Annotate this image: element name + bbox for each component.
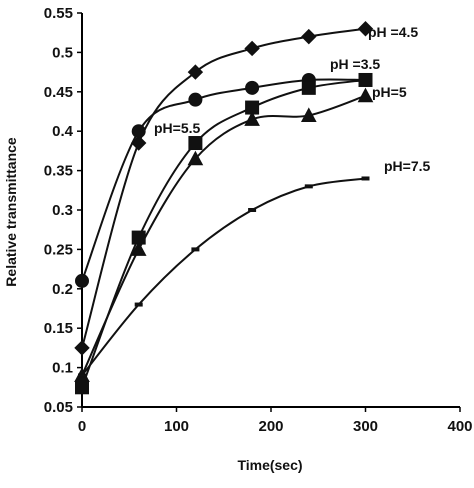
y-tick-label: 0.5 xyxy=(52,44,73,61)
x-axis-label: Time(sec) xyxy=(237,457,302,473)
y-tick-label: 0.05 xyxy=(44,399,73,416)
data-point xyxy=(75,380,89,395)
series-label: pH=5 xyxy=(372,84,407,100)
y-axis-label: Relative transmittance xyxy=(3,137,19,287)
data-point xyxy=(358,72,373,87)
series-line xyxy=(81,94,366,376)
series-label: pH =4.5 xyxy=(368,24,418,40)
data-point xyxy=(187,150,204,166)
series-ph-3-5 xyxy=(75,72,373,288)
data-point xyxy=(300,107,317,122)
series-label: pH =3.5 xyxy=(330,56,380,72)
y-tick-label: 0.3 xyxy=(52,202,73,219)
series-label: pH=5.5 xyxy=(154,120,201,136)
data-point xyxy=(130,241,147,256)
data-point xyxy=(188,136,203,151)
axes: 0.05 0.1 0.15 0.2 0.25 0.3 0.35 0.4 0.45 0.5 0.55 0… xyxy=(44,5,473,435)
y-tick-label: 0.1 xyxy=(52,360,73,377)
data-point xyxy=(248,208,257,212)
x-tick-label: 0 xyxy=(78,418,86,435)
y-tick-label: 0.45 xyxy=(44,84,73,101)
data-point xyxy=(75,273,89,288)
data-point xyxy=(357,21,374,37)
data-point xyxy=(188,92,203,107)
x-tick-label: 200 xyxy=(258,418,283,435)
x-tick-label: 100 xyxy=(164,418,189,435)
data-point xyxy=(361,176,370,181)
data-point xyxy=(304,184,313,189)
y-tick-label: 0.4 xyxy=(52,123,74,140)
data-point xyxy=(301,80,316,95)
series-line xyxy=(81,78,366,282)
data-point xyxy=(131,124,146,139)
x-tick-label: 400 xyxy=(447,418,472,435)
y-tick-label: 0.55 xyxy=(44,5,73,22)
y-tick-label: 0.35 xyxy=(44,163,73,180)
data-point xyxy=(187,64,204,80)
data-point xyxy=(244,111,260,126)
data-point xyxy=(357,87,374,103)
series-label: pH=7.5 xyxy=(384,158,431,174)
y-tick-label: 0.25 xyxy=(44,241,73,258)
y-tick-label: 0.2 xyxy=(52,281,73,298)
data-point xyxy=(134,302,143,307)
data-point xyxy=(191,247,200,252)
series-ph-4-5 xyxy=(74,21,374,356)
data-point xyxy=(78,373,86,378)
series-line xyxy=(81,78,366,388)
data-point xyxy=(74,340,90,356)
series-line xyxy=(81,27,366,349)
series-ph-7-5 xyxy=(78,176,370,378)
data-point xyxy=(245,80,260,95)
series-ph-5 xyxy=(74,87,374,382)
series-labels: pH =4.5 pH =3.5 pH=5.5 pH=5 pH=7.5 xyxy=(154,24,431,174)
data-point xyxy=(301,28,317,45)
y-tick-label: 0.15 xyxy=(44,320,73,337)
x-tick-label: 300 xyxy=(353,418,378,435)
series-layer xyxy=(74,21,374,395)
series-ph-5-5 xyxy=(75,72,373,395)
data-point xyxy=(244,40,260,57)
